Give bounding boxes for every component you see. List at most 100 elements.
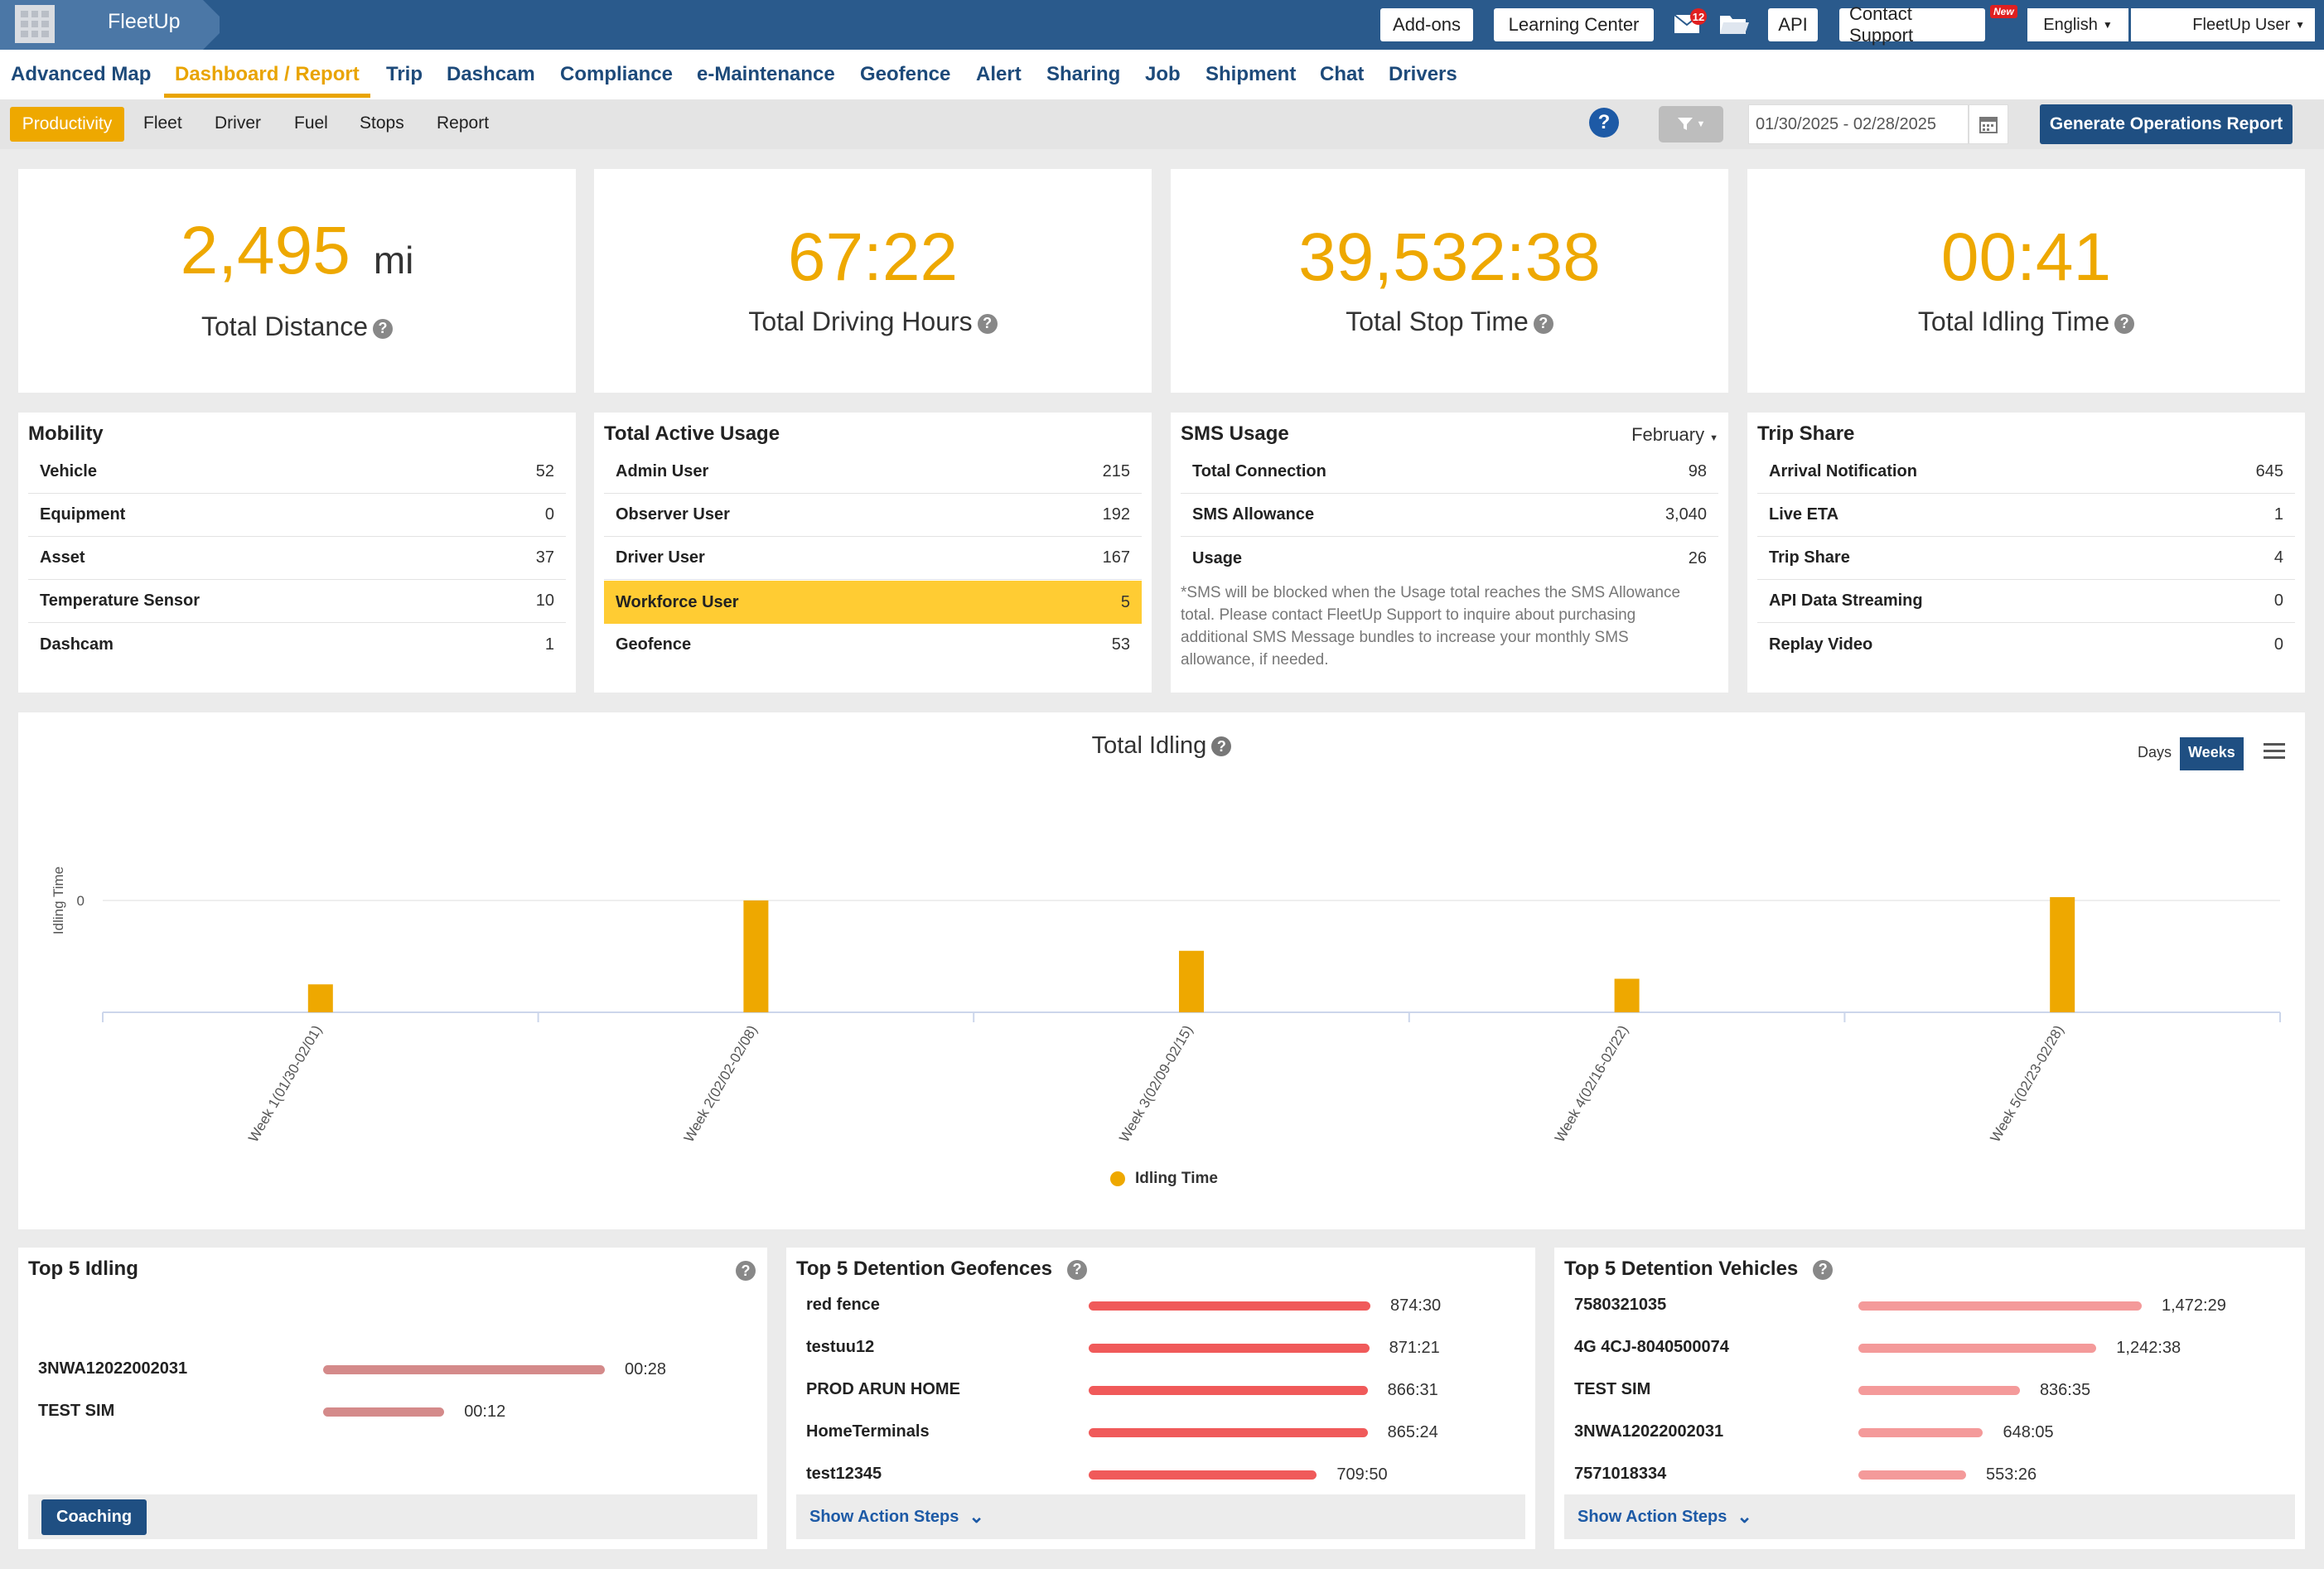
nav-alert[interactable]: Alert <box>976 63 1022 85</box>
new-badge: New <box>1990 5 2017 18</box>
table-row: Total Connection 98 <box>1181 451 1718 494</box>
row-value: 0 <box>544 505 554 524</box>
api-button[interactable]: API <box>1768 8 1818 41</box>
item-label: 7580321035 <box>1574 1296 1667 1314</box>
action-label: Show Action Steps <box>809 1507 959 1526</box>
help-icon[interactable]: ? <box>1211 736 1232 757</box>
stat-card-idling-time: 00:41 Total Idling Time? <box>1747 169 2305 393</box>
coaching-button[interactable]: Coaching <box>41 1499 147 1535</box>
filter-button[interactable]: ▼ <box>1659 106 1723 142</box>
addons-button[interactable]: Add-ons <box>1380 8 1473 41</box>
value-bar <box>1858 1344 2097 1353</box>
table-row: Observer User 192 <box>604 494 1142 537</box>
subnav-stops[interactable]: Stops <box>360 113 404 133</box>
chart-bar <box>1179 950 1204 1012</box>
range-toggle: Days Weeks <box>2129 737 2244 770</box>
help-icon[interactable]: ? <box>736 1261 756 1281</box>
value-bar <box>323 1407 445 1417</box>
item-value: 648:05 <box>2003 1423 2054 1441</box>
item-label: HomeTerminals <box>806 1422 930 1441</box>
nav-chat[interactable]: Chat <box>1320 63 1365 85</box>
show-action-steps[interactable]: Show Action Steps ⌄ <box>796 1494 1525 1539</box>
help-icon[interactable]: ? <box>977 313 998 334</box>
chevron-down-icon: ▼ <box>1709 433 1718 443</box>
chart-bar <box>1614 978 1640 1012</box>
help-icon[interactable]: ? <box>1533 313 1553 334</box>
row-value: 0 <box>2273 635 2283 654</box>
month-select[interactable]: February ▼ <box>1631 424 1718 446</box>
show-action-steps[interactable]: Show Action Steps ⌄ <box>1564 1494 2295 1539</box>
nav-drivers[interactable]: Drivers <box>1389 63 1457 85</box>
nav-geofence[interactable]: Geofence <box>860 63 951 85</box>
subnav-fleet[interactable]: Fleet <box>143 113 182 133</box>
stat-value: 67:22 <box>787 220 959 295</box>
generate-report-button[interactable]: Generate Operations Report <box>2040 104 2293 144</box>
nav-dashboard-report[interactable]: Dashboard / Report <box>175 63 360 85</box>
help-icon[interactable]: ? <box>2114 313 2135 334</box>
card-title: Top 5 Detention Geofences? <box>796 1258 1087 1281</box>
row-key: Usage <box>1192 548 1243 567</box>
row-value: 53 <box>1111 635 1130 654</box>
date-range-input[interactable]: 01/30/2025 - 02/28/2025 <box>1748 104 1969 144</box>
stat-label: Total Stop Time? <box>1171 307 1728 337</box>
subnav-report[interactable]: Report <box>437 113 490 133</box>
item-label: 3NWA12022002031 <box>1574 1422 1724 1441</box>
row-value: 5 <box>1120 592 1130 611</box>
top-vehicles-card: Top 5 Detention Vehicles? Show Action St… <box>1554 1248 2305 1549</box>
x-tick-label: Week 2(02/02-02/08) <box>681 1023 761 1146</box>
row-key: SMS Allowance <box>1192 505 1315 524</box>
distance-value: 2,495 <box>180 213 350 288</box>
item-value: 871:21 <box>1389 1339 1440 1357</box>
calendar-icon[interactable] <box>1969 104 2008 144</box>
help-icon[interactable]: ? <box>1589 108 1619 138</box>
menu-icon[interactable] <box>2262 741 2288 765</box>
help-icon[interactable]: ? <box>1813 1259 1834 1280</box>
folder-icon[interactable] <box>1718 12 1750 36</box>
contact-support-button[interactable]: Contact Support <box>1839 3 1985 46</box>
nav-dashcam[interactable]: Dashcam <box>447 63 535 85</box>
nav-job[interactable]: Job <box>1145 63 1181 85</box>
stat-value: 39,532:38 <box>1298 220 1601 295</box>
sms-usage-card: SMS Usage February ▼ Total Connection 98 S… <box>1171 413 1728 693</box>
top-geofences-card: Top 5 Detention Geofences? Show Action S… <box>786 1248 1535 1549</box>
help-icon[interactable]: ? <box>1066 1259 1087 1280</box>
chevron-down-icon: ▼ <box>1696 119 1706 129</box>
nav-advanced-map[interactable]: Advanced Map <box>11 63 152 85</box>
item-label: testuu12 <box>806 1338 875 1356</box>
item-label: red fence <box>806 1296 880 1314</box>
brand-name[interactable]: FleetUp <box>108 10 181 33</box>
stat-label: Total Driving Hours? <box>594 307 1152 337</box>
item-value: 866:31 <box>1387 1381 1438 1399</box>
value-bar <box>1089 1428 1368 1437</box>
chart-title: Total Idling? <box>18 732 2305 760</box>
nav-sharing[interactable]: Sharing <box>1046 63 1121 85</box>
learning-center-button[interactable]: Learning Center <box>1494 8 1654 41</box>
subnav-fuel[interactable]: Fuel <box>294 113 328 133</box>
card-title: SMS Usage <box>1181 422 1289 445</box>
user-menu[interactable]: FleetUp User ▼ <box>2131 8 2315 41</box>
toggle-days[interactable]: Days <box>2129 737 2181 770</box>
table-row-highlighted: Workforce User 5 <box>604 581 1142 624</box>
nav-compliance[interactable]: Compliance <box>560 63 674 85</box>
language-select[interactable]: English ▼ <box>2027 8 2128 41</box>
mail-icon[interactable]: 12 <box>1674 8 1707 35</box>
idling-chart-card: Total Idling? Days Weeks 0 Idling Time Wee… <box>18 712 2305 1229</box>
toggle-weeks[interactable]: Weeks <box>2180 737 2244 770</box>
nav-shipment[interactable]: Shipment <box>1205 63 1297 85</box>
chevron-down-icon: ⌄ <box>969 1506 984 1527</box>
row-value: 37 <box>535 548 554 567</box>
app-grid-icon[interactable] <box>15 5 55 43</box>
nav-e-maintenance[interactable]: e-Maintenance <box>697 63 835 85</box>
table-row: Arrival Notification 645 <box>1757 451 2295 494</box>
row-key: API Data Streaming <box>1769 591 1923 610</box>
row-key: Temperature Sensor <box>40 591 201 610</box>
value-bar <box>1089 1344 1370 1353</box>
help-icon[interactable]: ? <box>372 318 393 339</box>
chart-legend[interactable]: Idling Time <box>1110 1170 1218 1188</box>
subnav-driver[interactable]: Driver <box>215 113 261 133</box>
subnav-productivity[interactable]: Productivity <box>10 107 124 142</box>
row-value: 98 <box>1688 462 1707 480</box>
x-tick-label: Week 3(02/09-02/15) <box>1116 1023 1196 1146</box>
nav-trip[interactable]: Trip <box>386 63 423 85</box>
item-value: 00:12 <box>464 1402 506 1421</box>
